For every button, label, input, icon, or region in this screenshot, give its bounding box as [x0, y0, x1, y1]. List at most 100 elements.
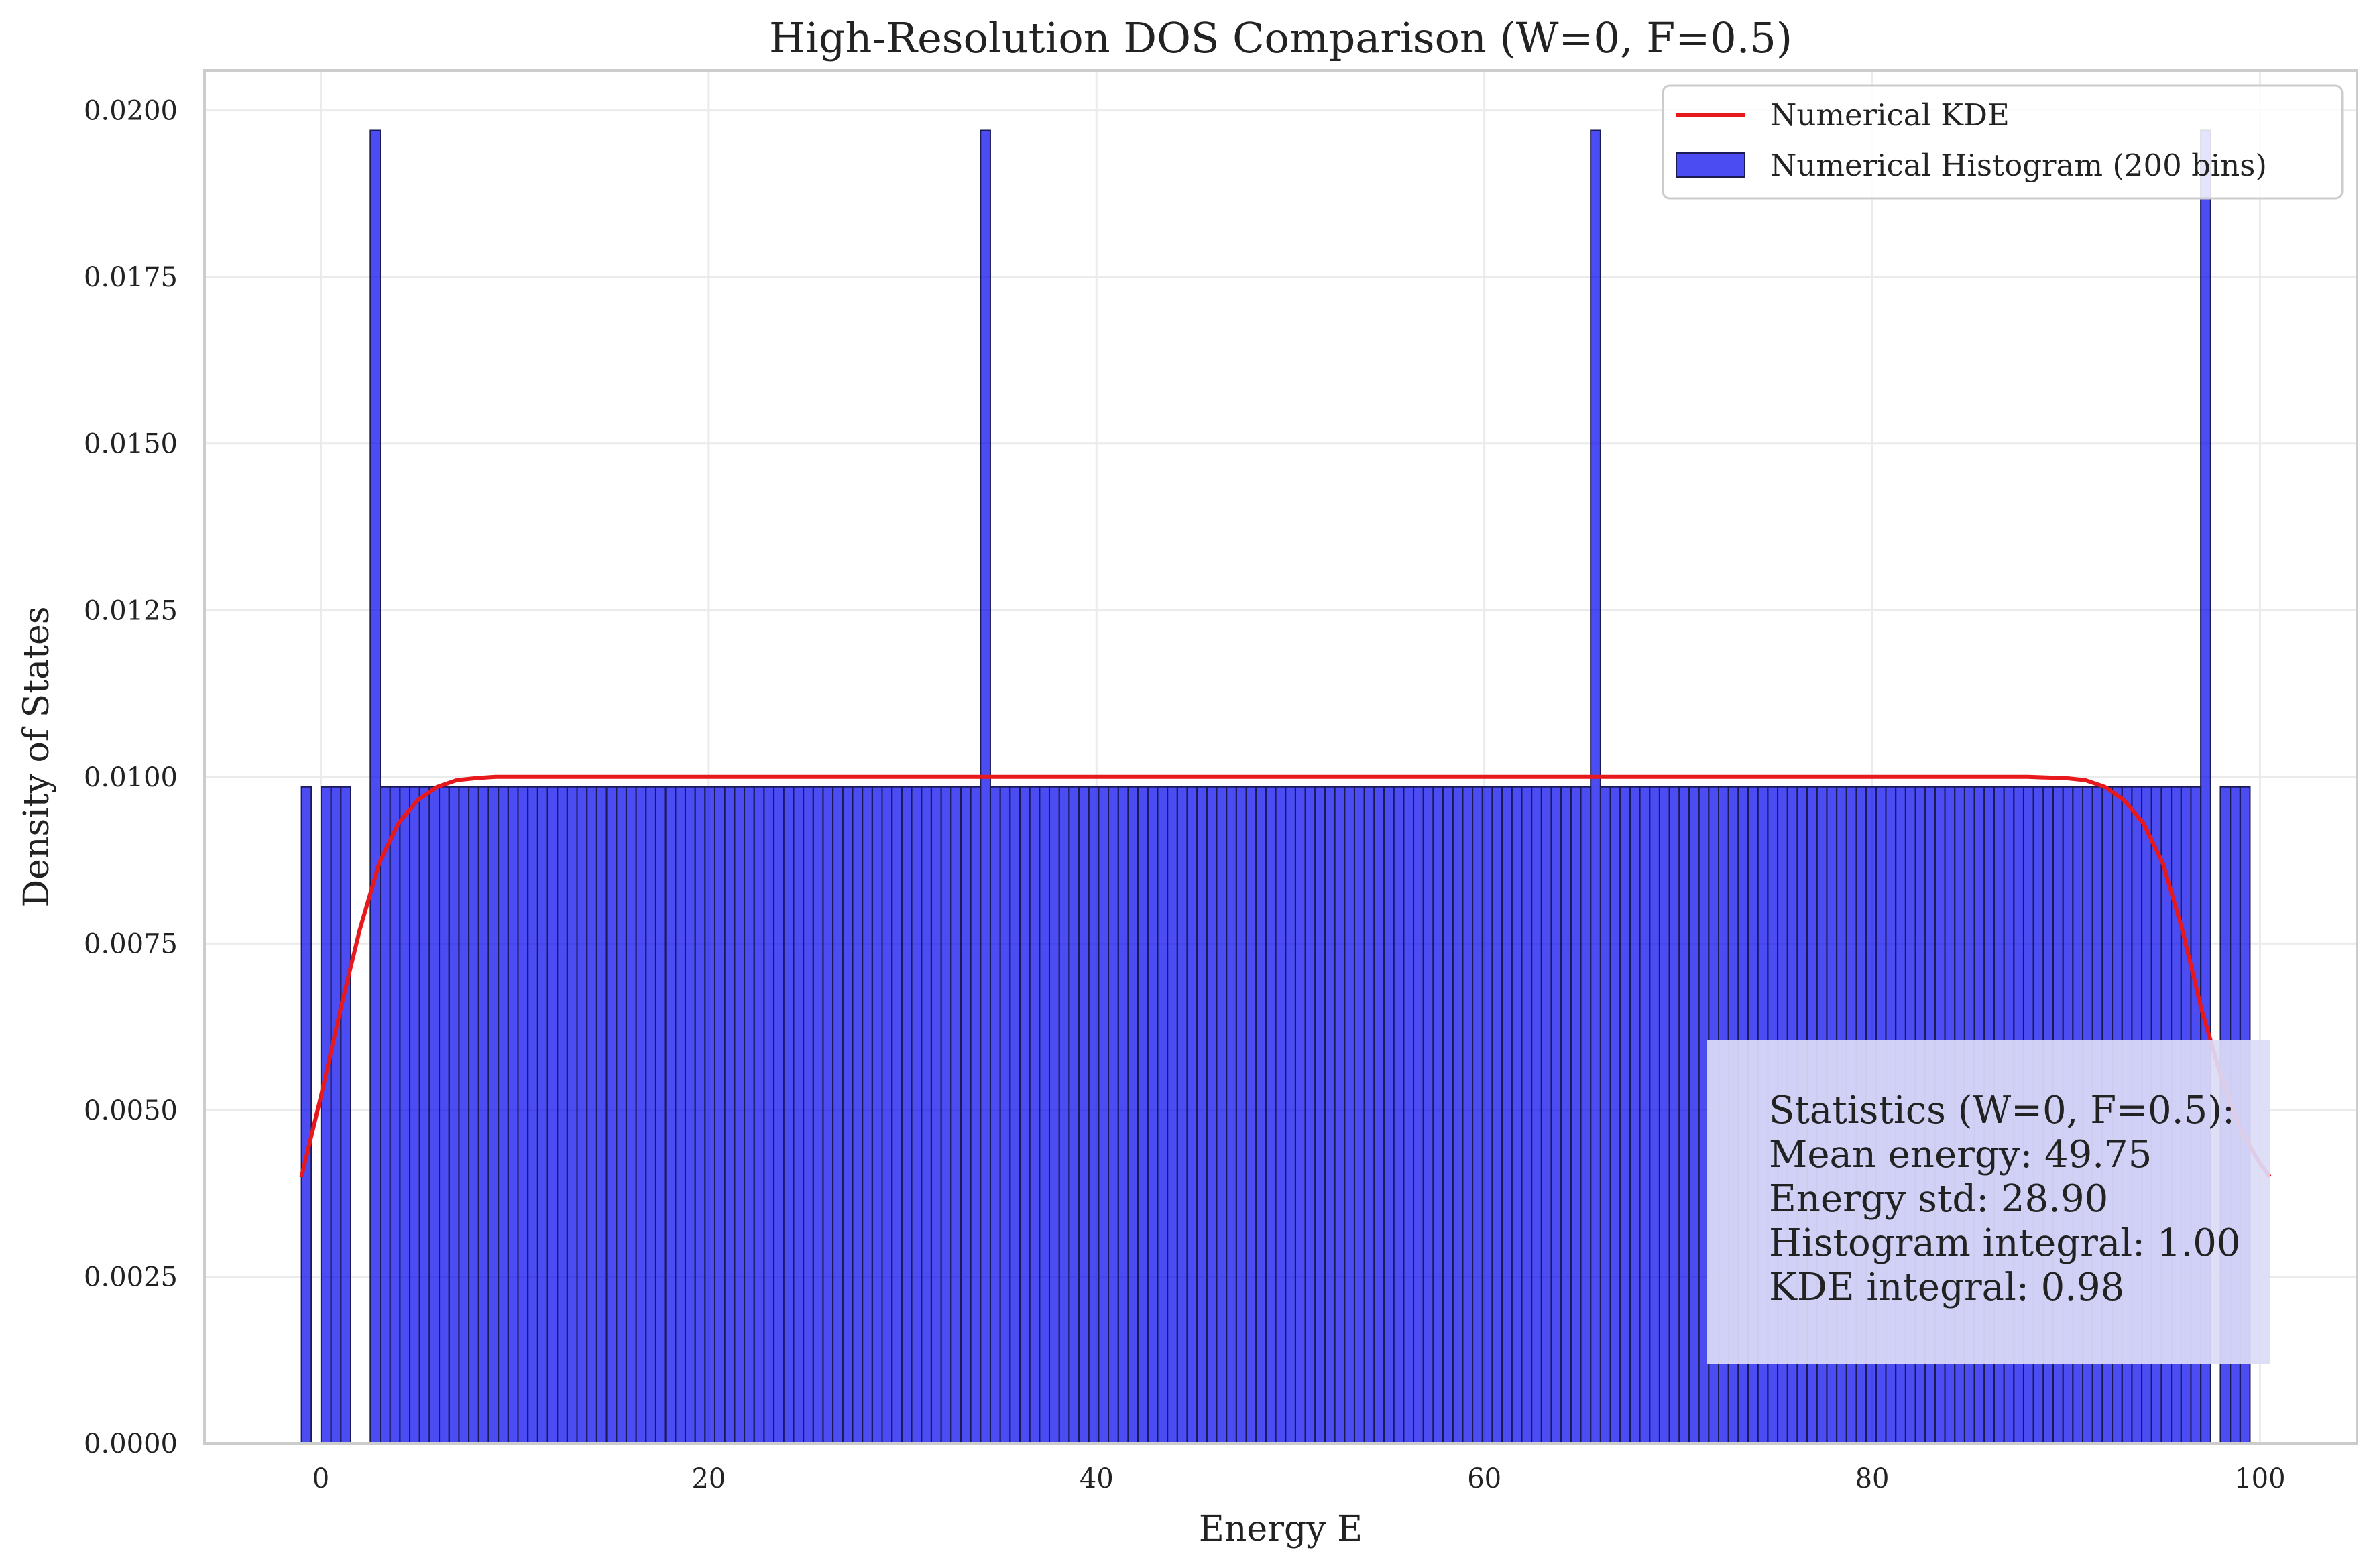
histogram-bar: [418, 786, 430, 1445]
histogram-bar: [1048, 786, 1060, 1445]
histogram-bar: [458, 786, 470, 1445]
histogram-bar: [1570, 786, 1582, 1445]
histogram-bar: [1255, 786, 1267, 1445]
histogram-bar: [409, 786, 420, 1445]
histogram-bar: [822, 786, 834, 1445]
histogram-bar: [1088, 786, 1100, 1445]
y-tick-label: 0.0200: [84, 96, 178, 127]
histogram-bar: [1304, 786, 1316, 1445]
y-tick-label: 0.0175: [84, 262, 178, 293]
plot-frame: [203, 69, 2358, 1445]
histogram-bar: [1275, 786, 1287, 1445]
legend-histogram-swatch: [1676, 152, 1745, 178]
legend-kde-label: Numerical KDE: [1770, 97, 2010, 133]
y-tick-label: 0.0075: [84, 928, 178, 959]
histogram-bar: [1235, 786, 1247, 1445]
histogram-bar: [891, 786, 903, 1445]
histogram-bar: [1413, 786, 1424, 1445]
histogram-bar: [635, 786, 647, 1445]
histogram-bar: [1531, 786, 1542, 1445]
histogram-bar: [911, 786, 923, 1445]
histogram-bar: [1462, 786, 1474, 1445]
histogram-bar: [1019, 786, 1031, 1445]
histogram-bar: [793, 786, 805, 1445]
histogram-bar: [654, 786, 667, 1445]
histogram-bar: [1285, 786, 1296, 1445]
histogram-bar: [1206, 786, 1218, 1445]
y-tick-label: 0.0100: [84, 762, 178, 793]
histogram-bar: [812, 786, 824, 1445]
legend-histogram-label: Numerical Histogram (200 bins): [1770, 147, 2267, 183]
histogram-bar: [842, 786, 854, 1445]
histogram-bar: [1472, 786, 1483, 1445]
histogram-bar: [517, 786, 529, 1445]
histogram-bar: [1442, 786, 1454, 1445]
x-tick-label: 20: [691, 1463, 726, 1494]
histogram-bar: [1216, 786, 1228, 1445]
histogram-bar: [1481, 786, 1493, 1445]
legend-box: [1662, 84, 2344, 200]
histogram-bar: [546, 786, 559, 1445]
histogram-bar: [1068, 786, 1080, 1445]
histogram-bar: [753, 786, 765, 1445]
histogram-bar: [1629, 786, 1641, 1445]
histogram-bar: [1117, 786, 1129, 1445]
histogram-bar: [871, 786, 883, 1445]
histogram-bar: [704, 786, 716, 1445]
histogram-bar: [477, 786, 489, 1445]
histogram-bar: [1127, 786, 1139, 1445]
histogram-bar: [340, 786, 351, 1445]
histogram-bar: [399, 786, 411, 1445]
histogram-bar: [940, 786, 952, 1445]
histogram-bar: [1363, 786, 1375, 1445]
histogram-bar: [468, 786, 479, 1445]
histogram-bar: [1383, 786, 1395, 1445]
legend: Numerical KDE Numerical Histogram (200 b…: [1662, 84, 2344, 200]
histogram-bar: [862, 786, 873, 1445]
histogram-bar: [1245, 786, 1257, 1445]
histogram-bar: [1039, 786, 1050, 1445]
histogram-bar: [330, 786, 342, 1445]
histogram-bar: [428, 786, 441, 1445]
histogram-bar: [1422, 786, 1434, 1445]
histogram-bar: [724, 786, 736, 1445]
x-tick-label: 100: [2234, 1463, 2285, 1494]
histogram-bar: [1294, 786, 1306, 1445]
histogram-bar: [1560, 786, 1572, 1445]
histogram-bar: [694, 786, 706, 1445]
histogram-bar: [734, 786, 746, 1445]
histogram-bar: [487, 786, 500, 1445]
histogram-bar: [675, 786, 686, 1445]
histogram-bar: [1580, 786, 1592, 1445]
stats-box-background: [1707, 1040, 2270, 1364]
histogram-bar: [832, 786, 844, 1445]
histogram-bar: [1491, 786, 1503, 1445]
x-tick-label: 60: [1467, 1463, 1501, 1494]
histogram-bar: [1501, 786, 1513, 1445]
kde-line: [299, 774, 2272, 1179]
histogram-bar: [1334, 786, 1346, 1445]
histogram-bar: [1609, 786, 1621, 1445]
histogram-bar: [1639, 786, 1651, 1445]
histogram-bar: [586, 786, 597, 1445]
histogram-bar: [557, 786, 568, 1445]
y-tick-label: 0.0125: [84, 595, 178, 626]
histogram-bar: [300, 786, 312, 1445]
y-tick-label: 0.0150: [84, 429, 178, 460]
histogram-bar: [1009, 786, 1021, 1445]
histogram-bar: [1590, 129, 1601, 1445]
y-axis-ticks: 0.0000 0.0025 0.0050 0.0075 0.0100 0.0125 0.01…: [84, 96, 178, 1459]
histogram-bar: [1678, 786, 1690, 1445]
histogram-bar: [1373, 786, 1385, 1445]
histogram-bar: [1521, 786, 1533, 1445]
y-tick-label: 0.0000: [84, 1429, 178, 1459]
x-axis-ticks: 0 20 40 60 80 100: [312, 1463, 2286, 1494]
histogram-bar: [744, 786, 755, 1445]
histogram-bar: [439, 786, 450, 1445]
histogram-bar: [1619, 786, 1631, 1445]
stats-box: Statistics (W=0, F=0.5): Mean energy: 49…: [1707, 1040, 2270, 1364]
histogram-bar: [989, 786, 1001, 1445]
histogram-bar: [576, 786, 588, 1445]
histogram-bar: [320, 786, 332, 1445]
